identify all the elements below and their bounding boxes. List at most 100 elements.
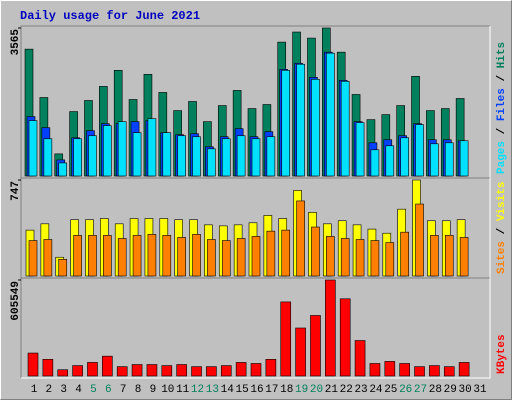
bar xyxy=(206,366,217,377)
y-tick-label: 605549 xyxy=(10,281,22,321)
x-tick-label: 13 xyxy=(206,384,219,396)
bar xyxy=(117,238,127,277)
legend: Sites / Visits xyxy=(496,182,508,274)
bar xyxy=(207,148,216,177)
bar xyxy=(370,149,380,177)
plot-border-dark xyxy=(20,277,490,378)
bar xyxy=(58,162,68,177)
bar xyxy=(162,132,172,177)
legend-separator: / xyxy=(496,68,508,88)
bar xyxy=(147,234,157,277)
plot-border-dark xyxy=(20,177,490,278)
x-tick-label: 5 xyxy=(90,384,97,396)
plot-area xyxy=(21,278,490,378)
x-tick-label: 7 xyxy=(120,384,127,396)
bar xyxy=(414,366,425,377)
bar xyxy=(177,135,186,177)
bar xyxy=(117,121,127,177)
legend-entry: Files xyxy=(496,88,508,121)
bar xyxy=(325,279,336,377)
x-tick-label: 28 xyxy=(429,384,442,396)
bar xyxy=(132,132,142,177)
x-tick-label: 17 xyxy=(265,384,278,396)
x-tick-label: 15 xyxy=(236,384,249,396)
bar xyxy=(355,122,365,177)
plot-border-dark xyxy=(20,25,490,178)
bar xyxy=(311,226,320,277)
bar xyxy=(310,315,321,377)
bar xyxy=(161,365,173,377)
bar xyxy=(235,362,247,377)
bar xyxy=(339,298,351,377)
bar xyxy=(88,135,97,177)
bar xyxy=(296,63,305,177)
bar xyxy=(103,125,112,177)
x-tick-label: 27 xyxy=(414,384,427,396)
x-tick-label: 8 xyxy=(135,384,142,396)
bar xyxy=(73,138,82,177)
bar xyxy=(280,301,292,377)
bar xyxy=(236,135,246,177)
bar xyxy=(146,364,158,377)
x-tick-label: 4 xyxy=(75,384,82,396)
bar xyxy=(265,359,277,377)
bar xyxy=(370,240,380,277)
bar xyxy=(400,137,409,177)
x-tick-label: 20 xyxy=(310,384,323,396)
bar xyxy=(266,136,276,177)
bar xyxy=(311,79,320,177)
bar xyxy=(221,138,231,177)
bar xyxy=(162,235,172,277)
legend-entry: Pages xyxy=(496,141,508,174)
x-tick-label: 10 xyxy=(161,384,174,396)
bar xyxy=(295,327,306,377)
bar xyxy=(103,235,112,277)
y-tick-label: 747 xyxy=(10,181,22,201)
bar xyxy=(459,140,469,177)
bar xyxy=(444,235,454,277)
x-tick-label: 14 xyxy=(221,384,235,396)
legend-separator: / xyxy=(496,221,508,241)
legend: KBytes xyxy=(496,334,508,374)
bar xyxy=(266,230,276,277)
bar xyxy=(250,363,262,377)
legend-separator: / xyxy=(496,121,508,141)
bar xyxy=(43,138,53,177)
bar xyxy=(429,365,440,377)
x-tick-label: 1 xyxy=(31,384,38,396)
x-tick-label: 22 xyxy=(340,384,353,396)
x-tick-label: 24 xyxy=(369,384,383,396)
bar xyxy=(192,136,201,177)
bar xyxy=(191,366,202,377)
bar xyxy=(192,234,201,277)
bar xyxy=(57,369,69,377)
x-tick-label: 9 xyxy=(150,384,157,396)
bar xyxy=(296,200,305,277)
bar xyxy=(176,364,187,377)
bar xyxy=(281,229,291,277)
bar xyxy=(326,236,335,277)
x-tick-label: 2 xyxy=(46,384,53,396)
legend-entry: Hits xyxy=(496,42,508,68)
chart-title: Daily usage for June 2021 xyxy=(20,9,200,23)
bar xyxy=(73,235,82,277)
bar xyxy=(147,118,157,177)
bar xyxy=(88,235,97,277)
bar xyxy=(28,120,38,177)
bar xyxy=(28,240,38,277)
x-tick-label: 23 xyxy=(354,384,367,396)
bar xyxy=(430,143,439,177)
bar xyxy=(354,340,366,377)
bar xyxy=(132,235,142,277)
bar xyxy=(27,352,39,377)
x-tick-label: 19 xyxy=(295,384,308,396)
bar xyxy=(458,362,470,377)
bar xyxy=(340,238,350,277)
bar xyxy=(116,366,128,377)
bar xyxy=(385,242,395,277)
x-tick-label: 26 xyxy=(399,384,412,396)
bar xyxy=(207,239,216,277)
x-tick-label: 29 xyxy=(444,384,457,396)
x-tick-label: 18 xyxy=(280,384,293,396)
